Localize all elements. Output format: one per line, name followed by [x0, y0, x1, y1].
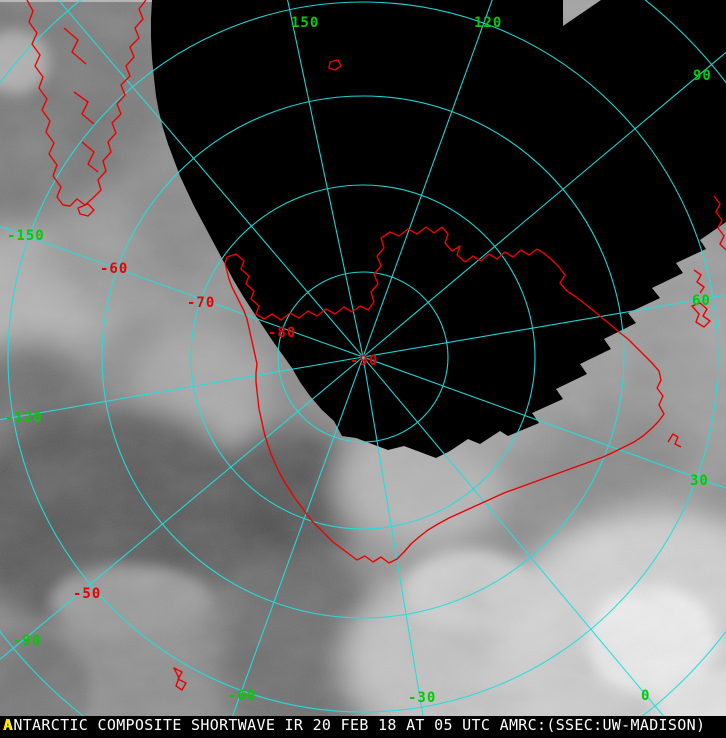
meridian-120W [0, 356, 364, 421]
meridian-30W [362, 356, 424, 716]
meridian-0 [362, 356, 665, 716]
longitude-label-60e: 60 [692, 293, 711, 309]
longitude-label-150w: -150 [7, 228, 45, 244]
longitude-label-30e: 30 [690, 473, 709, 489]
satellite-map-canvas[interactable]: 150 120 90 60 30 0 -30 -60 -90 -120 -150… [0, 0, 726, 716]
meridian-90W [0, 356, 364, 661]
coastlines [26, 0, 726, 691]
meridian-150E [287, 0, 364, 358]
latitude-circle-80S [277, 271, 449, 443]
latitude-circle-60S [101, 95, 625, 619]
antarctica-coastline [224, 226, 665, 564]
meridian-90E [362, 51, 726, 358]
latitude-label-60s: -60 [100, 261, 128, 277]
longitude-label-120w: -120 [5, 410, 43, 426]
longitude-labels: 150 120 90 60 30 0 -30 -60 -90 -120 -150 [5, 15, 712, 706]
cursor-overlay[interactable]: A [3, 716, 13, 734]
longitude-label-90e: 90 [693, 68, 712, 84]
latitude-circle-50S [7, 1, 719, 713]
latitude-label-80s: -80 [268, 325, 296, 341]
meridian-30E [362, 356, 726, 489]
latitude-labels: -50 -60 -70 -80 -90 [73, 261, 378, 602]
longitude-label-60w: -60 [228, 688, 256, 704]
latitude-label-90s: -90 [350, 353, 378, 369]
meridian-120E [362, 0, 493, 358]
longitude-label-90w: -90 [13, 633, 41, 649]
meridian-150W [0, 225, 364, 358]
latitude-label-50s: -50 [73, 586, 101, 602]
caption-bar: ANTARCTIC COMPOSITE SHORTWAVE IR 20 FEB … [0, 716, 726, 738]
longitude-label-0: 0 [641, 688, 650, 704]
caption-text: ANTARCTIC COMPOSITE SHORTWAVE IR 20 FEB … [4, 716, 706, 734]
longitude-label-150e: 150 [291, 15, 319, 31]
longitude-label-120e: 120 [474, 15, 502, 31]
meridian-180 [57, 0, 364, 358]
graticule [0, 0, 726, 716]
latitude-circle-70S [190, 184, 536, 530]
meridian-60E [362, 294, 726, 358]
latitude-label-70s: -70 [187, 295, 215, 311]
meridian-60W [231, 356, 364, 716]
longitude-label-30w: -30 [408, 690, 436, 706]
island-coastlines [63, 27, 726, 691]
